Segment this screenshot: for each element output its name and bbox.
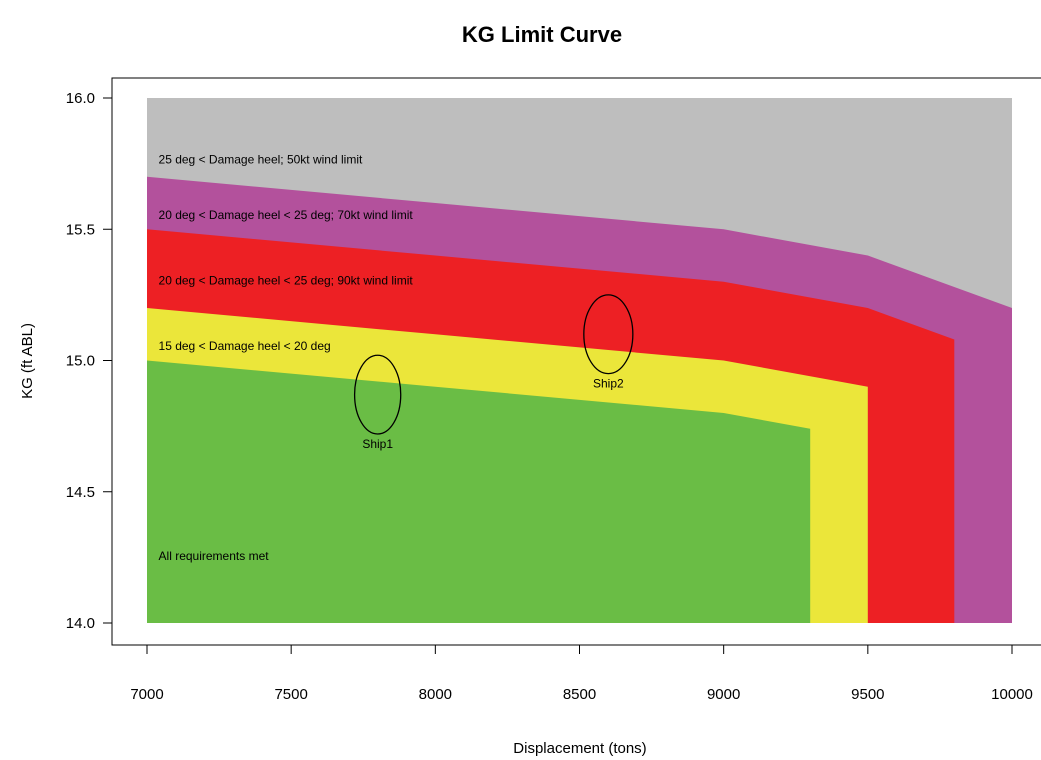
ship-markers: Ship1 Ship2 [353,294,634,451]
y-tick-label-3: 15.5 [66,221,95,238]
region-label-2: 20 deg < Damage heel < 25 deg; 90kt wind… [159,273,414,287]
x-tick-label-6: 10000 [991,686,1033,703]
y-tick-label-1: 14.5 [66,484,95,501]
y-tick-label-4: 16.0 [66,90,95,107]
region-label-0: 25 deg < Damage heel; 50kt wind limit [159,153,363,167]
x-tick-label-0: 7000 [130,686,163,703]
regions [147,98,1012,624]
region-label-3: 15 deg < Damage heel < 20 deg [159,339,331,353]
y-tick-label-2: 15.0 [66,353,95,370]
x-tick-label-4: 9000 [707,686,740,703]
chart-title: KG Limit Curve [462,22,622,47]
y-tick-label-0: 14.0 [66,615,95,632]
x-axis: 7000 7500 8000 8500 9000 9500 10000 [130,644,1033,703]
x-axis-label: Displacement (tons) [513,740,646,757]
ship-marker-ship1 [353,354,402,435]
region-label-1: 20 deg < Damage heel < 25 deg; 70kt wind… [159,208,414,222]
region-area-4 [147,360,811,623]
ship-label-ship1: Ship1 [362,437,393,451]
y-axis: 14.0 14.5 15.0 15.5 16.0 [66,90,113,632]
x-tick-label-3: 8500 [563,686,596,703]
region-labels: 25 deg < Damage heel; 50kt wind limit 20 … [159,153,414,563]
x-tick-label-5: 9500 [851,686,884,703]
x-tick-label-1: 7500 [274,686,307,703]
ship-label-ship2: Ship2 [593,377,624,391]
x-tick-label-2: 8000 [419,686,452,703]
y-axis-label: KG (ft ABL) [19,323,36,399]
region-label-4: All requirements met [159,549,270,563]
ship-marker-ship2 [583,294,634,375]
